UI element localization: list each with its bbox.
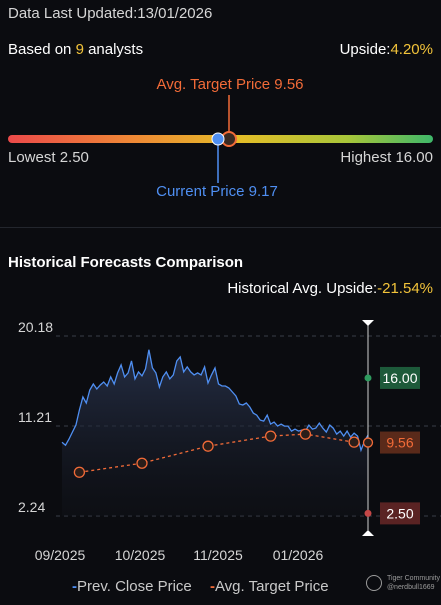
hist-upside-label: Historical Avg. Upside: — [227, 280, 378, 297]
section-divider — [0, 227, 441, 228]
lowest-price-label: Lowest 2.50 — [8, 149, 89, 166]
updated-date: 13/01/2026 — [137, 5, 213, 22]
highest-price-label: Highest 16.00 — [340, 149, 433, 166]
lowest-tag-bg — [380, 502, 420, 525]
legend-close-label: Prev. Close Price — [77, 578, 192, 595]
analysts-count: 9 — [75, 41, 84, 58]
upside-value: 4.20% — [390, 41, 433, 58]
avg-target-point — [264, 430, 277, 442]
avg-target-line — [79, 433, 355, 473]
y-tick-label: 11.21 — [18, 409, 52, 425]
close-price-area — [62, 349, 368, 516]
y-tick-label: 2.24 — [18, 499, 45, 515]
x-tick-label: 10/2025 — [115, 547, 166, 563]
range-low-dot — [364, 509, 372, 517]
range-top-arrow — [362, 320, 374, 326]
legend-item-target[interactable]: -Avg. Target Price — [210, 578, 329, 595]
analysts-prefix: Based on — [8, 41, 76, 58]
lowest-tag-text: 2.50 — [386, 505, 413, 521]
y-tick-label: 20.18 — [18, 319, 53, 335]
avg-target-point — [73, 466, 86, 478]
price-range-gauge — [8, 95, 433, 183]
watermark-line2: @nerdbull1669 — [386, 584, 435, 591]
legend-item-close[interactable]: -Prev. Close Price — [72, 578, 192, 595]
range-high-dot — [364, 374, 372, 382]
legend-target-label: Avg. Target Price — [214, 578, 329, 595]
historical-forecast-chart: 20.18 11.21 2.24 09/2025 10/2025 11/2025 01/20… — [18, 319, 441, 563]
avg-target-point — [136, 457, 148, 469]
analysts-suffix: analysts — [83, 41, 144, 58]
avg-target-tag-bg — [380, 431, 420, 454]
hist-upside-value: -21.54% — [377, 280, 433, 297]
x-tick-label: 11/2025 — [193, 547, 243, 563]
data-updated-text: Data Last Updated:13/01/2026 — [8, 5, 212, 22]
avg-target-price-label: Avg. Target Price 9.56 — [156, 76, 304, 93]
upside-label: Upside: — [339, 41, 391, 58]
historical-forecasts-title: Historical Forecasts Comparison — [8, 254, 244, 271]
highest-tag-bg — [380, 366, 420, 389]
legend-close-swatch: - — [72, 578, 77, 595]
tiger-logo-icon — [366, 575, 382, 591]
avg-target-point — [202, 440, 214, 452]
avg-target-tag-text: 9.56 — [386, 435, 413, 451]
watermark-line1: Tiger Community — [386, 575, 440, 582]
chart-legend: -Prev. Close Price -Avg. Target Price — [72, 578, 343, 595]
x-tick-label: 09/2025 — [35, 547, 86, 563]
close-price-line — [61, 349, 369, 453]
avg-target-point — [348, 436, 360, 448]
current-price-marker — [211, 132, 225, 146]
highest-tag-text: 16.00 — [382, 370, 417, 386]
upside-text: Upside:4.20% — [340, 41, 433, 58]
historical-avg-upside: Historical Avg. Upside:-21.54% — [227, 280, 433, 297]
current-price-label: Current Price 9.17 — [156, 183, 278, 200]
x-tick-label: 01/2026 — [273, 547, 324, 563]
analyst-count-text: Based on 9 analysts — [8, 41, 143, 58]
updated-label: Data Last Updated: — [8, 5, 138, 22]
legend-target-swatch: - — [209, 578, 215, 595]
range-bottom-arrow — [362, 530, 374, 536]
range-target-dot — [362, 437, 374, 448]
watermark: Tiger Community @nerdbull1669 — [366, 574, 440, 592]
avg-target-point — [299, 428, 312, 440]
